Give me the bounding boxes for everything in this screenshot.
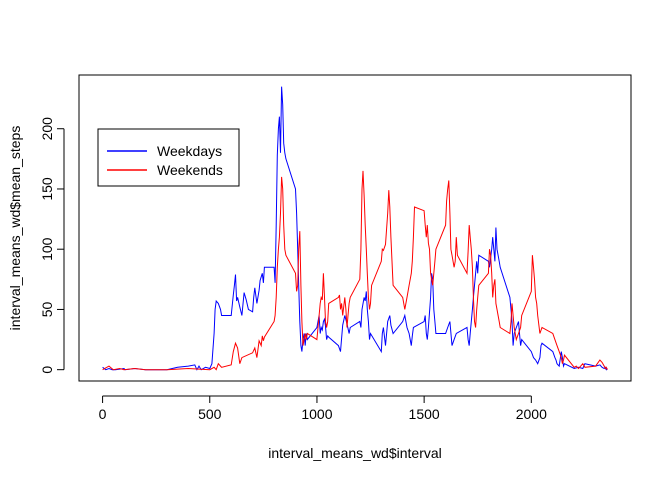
x-tick-label: 500 bbox=[198, 406, 222, 422]
series-group bbox=[102, 86, 608, 371]
y-axis: 0 50 100 150 200 bbox=[39, 117, 65, 374]
x-tick-label: 0 bbox=[99, 406, 107, 422]
y-tick-label: 100 bbox=[39, 237, 55, 261]
plot-frame bbox=[78, 74, 632, 382]
x-tick-label: 2000 bbox=[516, 406, 547, 422]
x-axis-label: interval_means_wd$interval bbox=[268, 445, 442, 461]
legend-label-weekdays: Weekdays bbox=[157, 143, 222, 159]
y-tick-label: 0 bbox=[39, 366, 55, 374]
y-tick-label: 50 bbox=[39, 301, 55, 317]
x-tick-label: 1500 bbox=[409, 406, 440, 422]
series-line-weekdays bbox=[102, 86, 608, 371]
legend-label-weekends: Weekends bbox=[157, 162, 223, 178]
y-axis-label: interval_means_wd$mean_steps bbox=[7, 126, 23, 331]
x-tick-label: 1000 bbox=[301, 406, 332, 422]
y-tick-label: 200 bbox=[39, 117, 55, 141]
legend-box bbox=[97, 128, 240, 187]
legend: Weekdays Weekends bbox=[97, 128, 240, 187]
series-line-weekends bbox=[102, 170, 608, 371]
y-tick-label: 150 bbox=[39, 177, 55, 201]
x-axis: 0 500 1000 1500 2000 bbox=[99, 395, 547, 422]
